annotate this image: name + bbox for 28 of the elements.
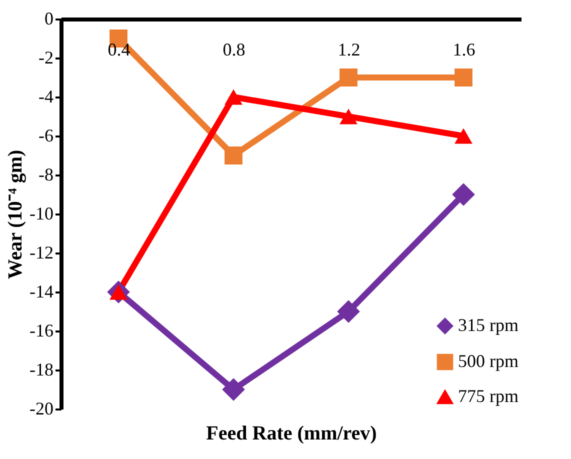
point bbox=[337, 300, 360, 323]
y-tick-label: -12 bbox=[30, 242, 54, 262]
x-axis-title: Feed Rate (mm/rev) bbox=[206, 422, 377, 444]
legend-label: 500 rpm bbox=[458, 351, 518, 371]
x-tick-label: 1.6 bbox=[452, 40, 476, 60]
y-tick-label: -8 bbox=[38, 164, 54, 184]
point bbox=[340, 68, 358, 86]
y-tick-label: -14 bbox=[30, 282, 54, 302]
point bbox=[340, 108, 358, 124]
y-tick-label: 0 bbox=[44, 8, 54, 28]
y-tick-label: -4 bbox=[38, 86, 54, 106]
point bbox=[454, 128, 472, 144]
y-axis-title: Wear (10⁻⁴ gm) bbox=[4, 150, 27, 280]
point bbox=[222, 378, 245, 401]
y-tick-label: -6 bbox=[38, 126, 54, 146]
y-tick-label: -10 bbox=[30, 204, 54, 224]
y-tick-label: -20 bbox=[30, 398, 54, 418]
x-tick-label: 1.2 bbox=[338, 40, 360, 60]
point bbox=[452, 183, 475, 206]
point bbox=[454, 68, 472, 86]
legend-label: 315 rpm bbox=[458, 315, 518, 335]
y-tick-label: -16 bbox=[30, 320, 54, 340]
legend-label: 775 rpm bbox=[458, 386, 518, 406]
point bbox=[224, 89, 242, 105]
x-tick-label: 0.8 bbox=[222, 40, 246, 60]
point bbox=[224, 146, 242, 164]
y-tick-label: -2 bbox=[38, 48, 54, 68]
y-tick-label: -18 bbox=[30, 360, 54, 380]
